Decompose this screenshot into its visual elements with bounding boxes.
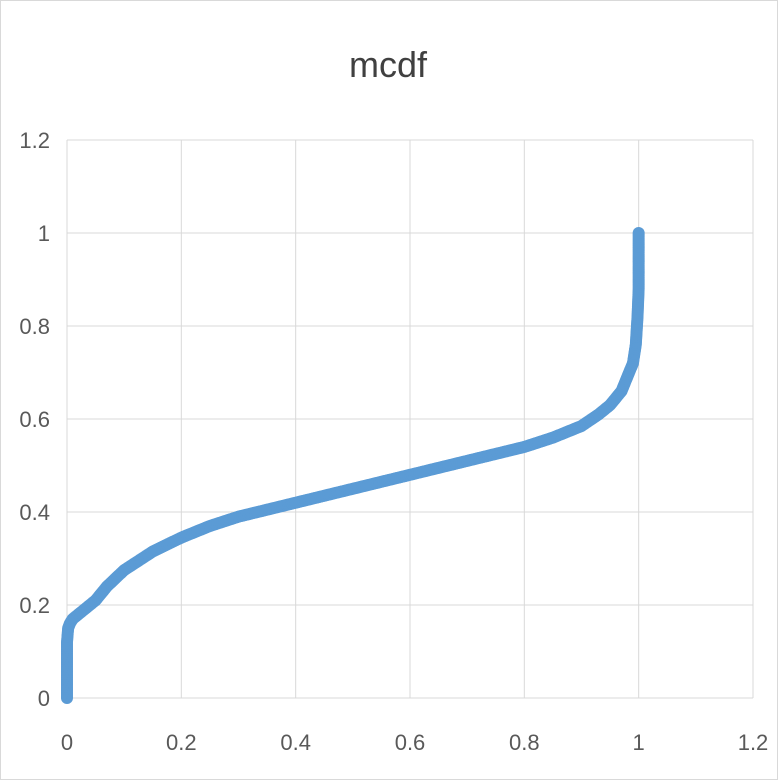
tick-labels: 0 0.2 0.4 0.6 0.8 1 1.2 0 0.2 0.4 0.6 0.8 1 1.2 [19, 128, 768, 755]
y-tick-label: 1.2 [19, 128, 50, 153]
x-tick-label: 0.6 [395, 730, 426, 755]
data-points [61, 227, 645, 704]
x-tick-label: 1.2 [738, 730, 769, 755]
x-tick-label: 0 [61, 730, 73, 755]
y-tick-label: 0 [38, 686, 50, 711]
x-tick-label: 0.2 [166, 730, 197, 755]
y-tick-label: 0.6 [19, 407, 50, 432]
y-tick-label: 0.8 [19, 314, 50, 339]
y-tick-label: 0.4 [19, 500, 50, 525]
x-tick-label: 1 [633, 730, 645, 755]
y-tick-label: 1 [38, 221, 50, 246]
grid-lines [66, 139, 754, 699]
x-tick-label: 0.8 [509, 730, 540, 755]
x-tick-label: 0.4 [280, 730, 311, 755]
chart-title: mcdf [348, 44, 427, 85]
y-tick-label: 0.2 [19, 593, 50, 618]
data-point [632, 227, 645, 239]
